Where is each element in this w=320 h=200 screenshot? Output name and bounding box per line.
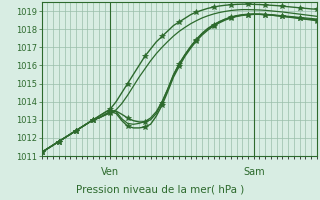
Text: Ven: Ven: [101, 167, 119, 177]
Text: Pression niveau de la mer( hPa ): Pression niveau de la mer( hPa ): [76, 184, 244, 194]
Text: Sam: Sam: [243, 167, 265, 177]
